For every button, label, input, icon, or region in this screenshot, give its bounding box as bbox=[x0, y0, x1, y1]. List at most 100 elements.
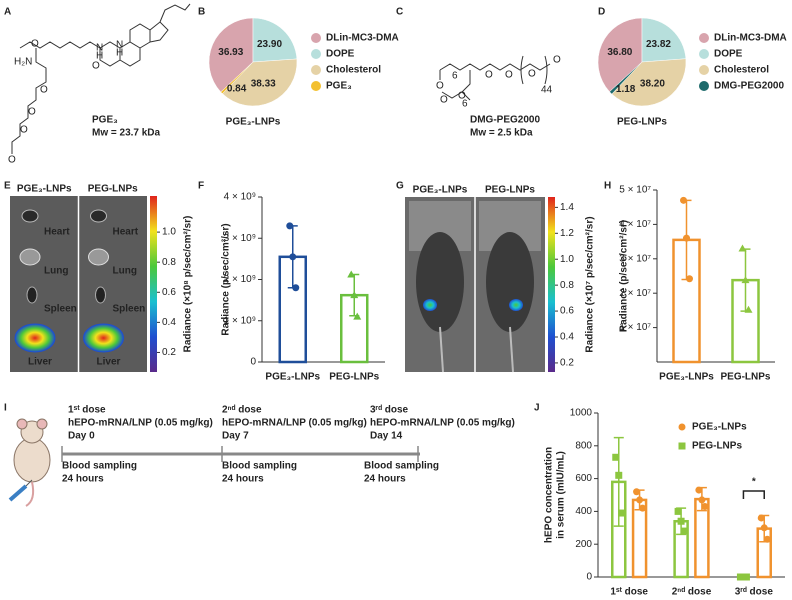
organ bbox=[21, 209, 39, 223]
colorbar-tick-label: 1.2 bbox=[560, 228, 574, 239]
y-tick-label: 400 bbox=[575, 506, 592, 517]
pie-slice bbox=[252, 17, 298, 63]
data-point bbox=[680, 527, 688, 535]
data-point bbox=[618, 509, 626, 517]
sampling-time: 24 hours bbox=[222, 474, 264, 485]
data-point bbox=[674, 507, 682, 515]
data-point bbox=[292, 284, 300, 292]
colorbar-tick-label: 1.0 bbox=[162, 227, 176, 238]
y-tick-label: 200 bbox=[575, 539, 592, 550]
bar bbox=[631, 498, 648, 579]
data-point bbox=[347, 270, 356, 278]
panel-label: D bbox=[598, 7, 605, 18]
timeline-axis bbox=[61, 446, 420, 462]
legend-marker bbox=[311, 33, 321, 43]
data-point bbox=[744, 305, 753, 313]
treatment: hEPO-mRNA/LNP (0.05 mg/kg) bbox=[68, 418, 213, 429]
chart-title: PGE₃-LNPs bbox=[226, 117, 281, 128]
structure-name: PGE₃ bbox=[92, 115, 118, 126]
data-point bbox=[633, 488, 641, 496]
pie-slice bbox=[609, 61, 643, 95]
sampling: Blood sampling bbox=[62, 461, 137, 472]
mouse-tail bbox=[509, 326, 514, 373]
data-point bbox=[639, 504, 647, 512]
sampling-time: 24 hours bbox=[364, 474, 406, 485]
colorbar-tick-label: 0.6 bbox=[162, 287, 176, 298]
data-point bbox=[612, 453, 620, 461]
colorbar-tick-label: 0.8 bbox=[162, 257, 176, 268]
atom-label: O bbox=[28, 107, 36, 118]
dose-label: 2ⁿᵈ dose bbox=[222, 405, 262, 416]
legend-label: PGE₃ bbox=[326, 81, 352, 92]
x-tick-label: PGE₃-LNPs bbox=[659, 372, 714, 383]
organ bbox=[88, 248, 109, 266]
legend-label: DOPE bbox=[714, 49, 743, 60]
x-tick-label: PEG-LNPs bbox=[329, 372, 379, 383]
data-point bbox=[738, 244, 747, 252]
data-point bbox=[701, 502, 709, 510]
treatment: hEPO-mRNA/LNP (0.05 mg/kg) bbox=[222, 418, 367, 429]
data-point bbox=[678, 423, 686, 431]
dose-label: 1ˢᵗ dose bbox=[68, 405, 106, 416]
legend-label: DOPE bbox=[326, 49, 355, 60]
atom-label: O bbox=[31, 39, 39, 50]
sampling-time: 24 hours bbox=[62, 474, 104, 485]
pie-value-label: 23.82 bbox=[646, 39, 671, 50]
organ-label: Lung bbox=[113, 266, 137, 277]
atom-label: N bbox=[116, 40, 123, 51]
structure-mw: Mw = 23.7 kDa bbox=[92, 128, 161, 139]
atom-label: O bbox=[92, 61, 100, 72]
pie-value-label: 36.80 bbox=[607, 47, 632, 58]
chart-title: PEG-LNPs bbox=[617, 117, 667, 128]
legend-label: DLin-MC3-DMA bbox=[326, 33, 399, 44]
y-axis-label: hEPO concentration bbox=[544, 447, 555, 543]
legend-marker bbox=[699, 81, 709, 91]
data-point bbox=[686, 275, 693, 283]
data-point bbox=[742, 573, 750, 581]
legend-marker bbox=[311, 65, 321, 75]
day: Day 7 bbox=[222, 431, 249, 442]
atom-label: O bbox=[485, 70, 493, 81]
pie-value-label: 38.33 bbox=[251, 79, 276, 90]
mouse-illustration bbox=[8, 418, 51, 507]
panel-label: H bbox=[604, 181, 611, 192]
organ-label: Heart bbox=[44, 227, 70, 238]
legend-marker bbox=[311, 81, 321, 91]
data-point bbox=[757, 514, 765, 522]
organ bbox=[26, 286, 38, 304]
data-point bbox=[680, 196, 687, 204]
y-tick-label: 0 bbox=[250, 357, 256, 368]
y-axis-label: in serum (mIU/mL) bbox=[556, 451, 567, 539]
colorbar-label: Radiance (×10⁷ p/sec/cm²/sr) bbox=[585, 216, 596, 352]
pie-slice bbox=[641, 17, 687, 63]
signal bbox=[509, 299, 523, 311]
legend-marker bbox=[311, 49, 321, 59]
data-point bbox=[350, 291, 359, 299]
legend-label: PEG-LNPs bbox=[692, 441, 742, 452]
legend-marker bbox=[699, 65, 709, 75]
x-tick-label: PEG-LNPs bbox=[720, 372, 770, 383]
data-point bbox=[615, 471, 623, 479]
organ-label: Liver bbox=[97, 357, 121, 368]
y-tick-label: 1000 bbox=[570, 408, 593, 419]
x-tick-label: 1ˢᵗ dose bbox=[610, 587, 648, 598]
data-point bbox=[741, 276, 750, 284]
data-point bbox=[678, 442, 686, 450]
data-point bbox=[677, 517, 685, 525]
y-tick-label: 1 × 10⁷ bbox=[619, 322, 651, 333]
atom-label: O bbox=[440, 95, 448, 106]
data-point bbox=[760, 524, 768, 532]
structure-mw: Mw = 2.5 kDa bbox=[470, 128, 533, 139]
pie-slice bbox=[220, 61, 254, 94]
image-header: PGE₃-LNPs bbox=[17, 184, 72, 195]
y-tick-label: 4 × 10⁹ bbox=[224, 192, 256, 203]
structure-c bbox=[439, 55, 551, 101]
panel-label: I bbox=[4, 403, 7, 414]
data-point bbox=[763, 535, 771, 543]
sampling: Blood sampling bbox=[364, 461, 439, 472]
colorbar-label: Radiance (×10⁸ p/sec/cm²/sr) bbox=[183, 216, 194, 353]
organ bbox=[95, 286, 106, 304]
y-tick-label: 3 × 10⁹ bbox=[224, 233, 256, 244]
